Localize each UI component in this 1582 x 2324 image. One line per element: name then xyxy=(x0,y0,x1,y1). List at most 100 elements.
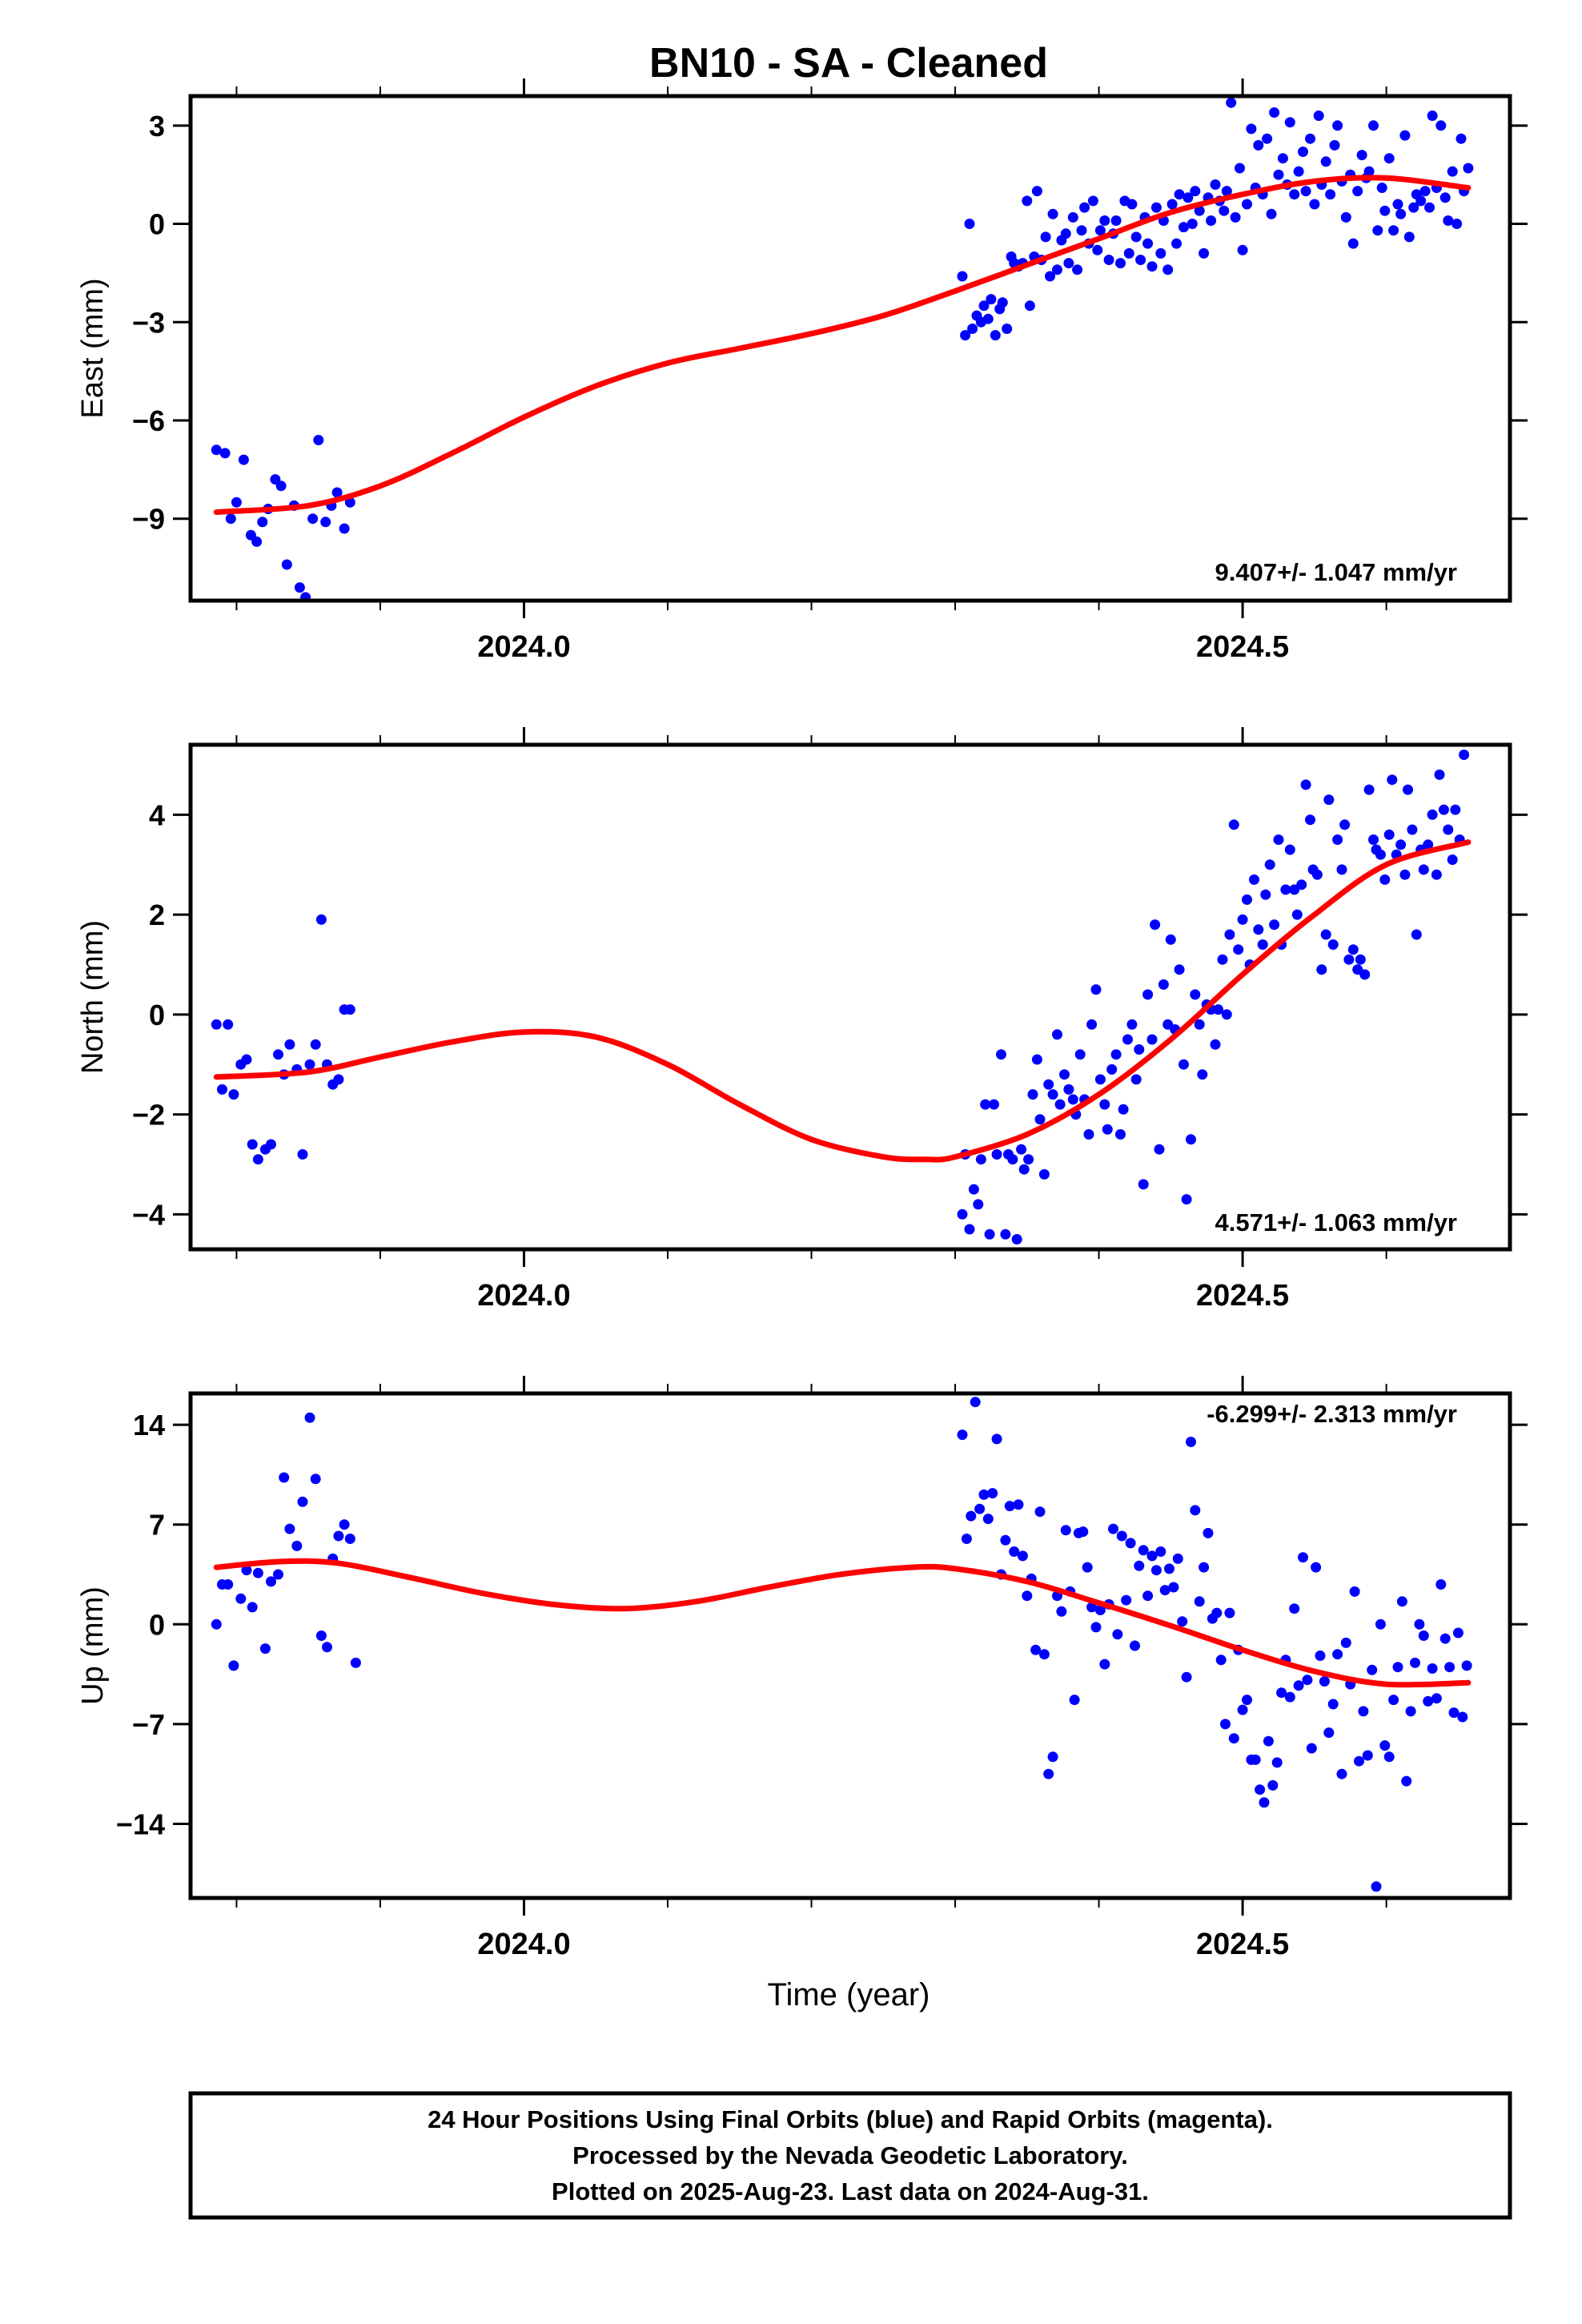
up-y-axis-label: Up (mm) xyxy=(76,1586,110,1705)
east-data-point xyxy=(211,444,222,456)
up-data-point xyxy=(1086,1602,1098,1613)
east-data-point xyxy=(1347,238,1359,249)
east-y-tick-label: −3 xyxy=(132,306,165,339)
up-data-point xyxy=(1250,1754,1261,1765)
north-data-point xyxy=(1403,784,1413,795)
east-data-point xyxy=(1403,231,1415,243)
up-data-point xyxy=(1000,1534,1011,1546)
north-data-point xyxy=(1110,1049,1122,1060)
north-data-point xyxy=(1011,1234,1022,1244)
up-data-point xyxy=(1186,1437,1196,1447)
east-data-point xyxy=(1103,255,1114,265)
east-data-point xyxy=(251,536,263,547)
east-data-point xyxy=(1284,117,1295,128)
east-data-point xyxy=(1162,264,1174,275)
east-rate-label: 9.407+/- 1.047 mm/yr xyxy=(1215,558,1457,586)
east-data-point xyxy=(300,592,311,601)
east-data-point xyxy=(1463,163,1474,174)
north-data-point xyxy=(315,914,327,925)
east-data-point xyxy=(1235,163,1245,174)
east-data-point xyxy=(1063,258,1074,269)
north-data-point xyxy=(1237,914,1248,925)
up-data-point xyxy=(1099,1659,1110,1670)
north-data-point xyxy=(1099,1099,1110,1110)
up-data-point xyxy=(1383,1751,1395,1763)
up-data-point xyxy=(1138,1545,1149,1556)
east-data-point xyxy=(1329,139,1340,151)
east-data-point xyxy=(1368,120,1379,131)
up-data-point xyxy=(1379,1740,1391,1751)
up-data-point xyxy=(1146,1550,1158,1562)
east-data-point xyxy=(238,454,249,465)
north-data-point xyxy=(1320,929,1331,940)
footer-frame xyxy=(188,2091,1512,2220)
north-data-point xyxy=(1316,964,1327,975)
up-data-point xyxy=(1311,1562,1322,1573)
east-data-point xyxy=(1415,195,1427,207)
east-data-point xyxy=(1408,202,1419,213)
north-data-point xyxy=(1221,1009,1232,1020)
north-data-point xyxy=(1054,1099,1066,1110)
up-data-point xyxy=(1172,1553,1183,1564)
east-data-point xyxy=(1092,244,1103,255)
up-data-point xyxy=(344,1534,355,1544)
east-data-point xyxy=(1115,258,1126,269)
east-data-point xyxy=(982,313,994,324)
north-data-point xyxy=(1260,889,1271,900)
north-data-point xyxy=(1434,769,1445,780)
east-data-point xyxy=(1047,208,1058,219)
up-data-point xyxy=(1142,1590,1154,1602)
north-data-point xyxy=(1031,1054,1042,1065)
up-data-point xyxy=(1414,1618,1425,1630)
east-data-point xyxy=(957,271,968,282)
east-data-point xyxy=(1045,271,1055,282)
up-data-point xyxy=(1302,1675,1313,1686)
up-data-point xyxy=(1004,1501,1015,1512)
east-data-point xyxy=(1072,264,1083,275)
north-data-point xyxy=(1284,844,1295,855)
east-data-point xyxy=(1166,199,1178,210)
up-data-point xyxy=(1164,1563,1174,1574)
up-data-point xyxy=(1332,1649,1343,1660)
north-data-point xyxy=(984,1228,995,1240)
east-data-point xyxy=(1031,186,1042,197)
north-data-point xyxy=(217,1084,227,1095)
north-data-point xyxy=(1347,944,1359,955)
up-data-point xyxy=(1327,1699,1339,1710)
up-data-point xyxy=(1354,1755,1364,1767)
east-data-point xyxy=(967,324,978,334)
east-data-point xyxy=(1099,215,1110,226)
up-data-point xyxy=(1094,1605,1106,1615)
east-data-point xyxy=(1226,97,1237,108)
north-data-point xyxy=(1323,794,1335,806)
north-data-point xyxy=(1418,864,1429,875)
east-data-point xyxy=(1356,150,1367,161)
north-data-point xyxy=(1273,834,1284,845)
east-data-point xyxy=(225,513,236,525)
east-data-point xyxy=(1352,186,1363,197)
up-data-point xyxy=(333,1530,344,1542)
north-y-tick-label: −2 xyxy=(132,1099,165,1132)
north-data-point xyxy=(989,1099,999,1110)
east-data-point xyxy=(986,294,997,305)
up-data-point xyxy=(1319,1676,1330,1687)
north-data-point xyxy=(1450,804,1461,815)
north-data-point xyxy=(1379,874,1391,885)
up-data-point xyxy=(1448,1707,1460,1719)
up-rate-label: -6.299+/- 2.313 mm/yr xyxy=(1207,1400,1457,1428)
north-data-point xyxy=(1427,809,1438,820)
north-data-point xyxy=(1224,929,1235,940)
east-y-tick-label: −9 xyxy=(132,503,165,536)
up-data-point xyxy=(1038,1649,1050,1660)
east-data-point xyxy=(1298,147,1308,157)
up-data-point xyxy=(1255,1784,1266,1795)
up-data-points xyxy=(211,1397,1472,1892)
east-data-point xyxy=(1221,186,1232,197)
up-data-point xyxy=(1082,1562,1093,1573)
up-data-point xyxy=(1211,1607,1223,1618)
east-data-point xyxy=(1376,183,1387,193)
north-data-point xyxy=(1052,1029,1062,1040)
up-data-point xyxy=(1181,1671,1192,1683)
up-data-point xyxy=(1423,1695,1434,1707)
up-y-tick-label: −14 xyxy=(116,1807,165,1840)
